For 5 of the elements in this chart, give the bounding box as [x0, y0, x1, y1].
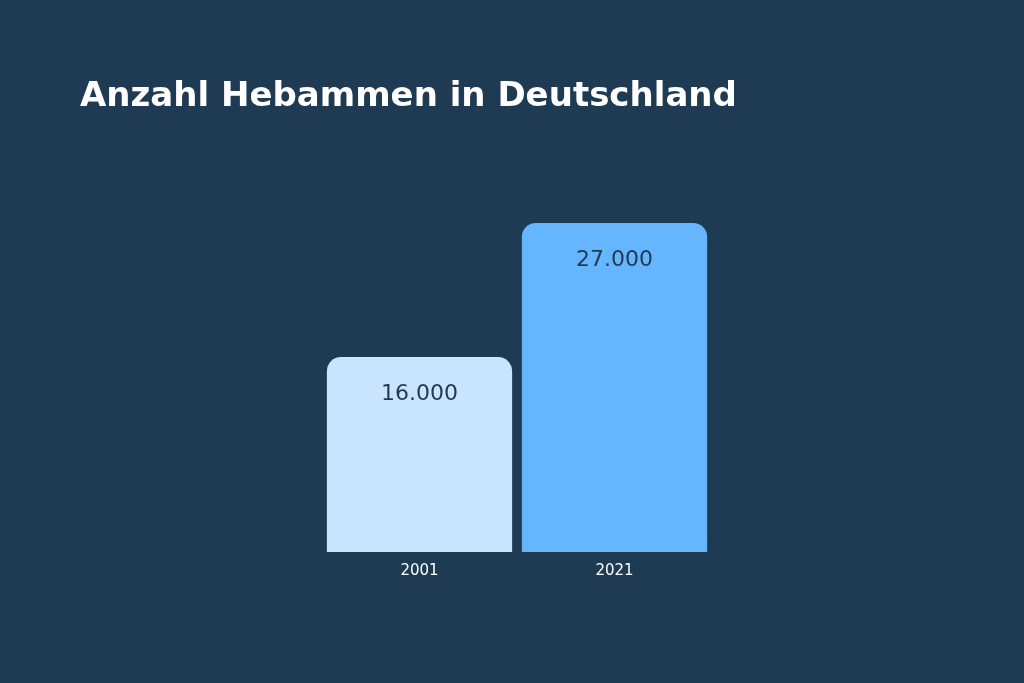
- data-label: 27.000: [576, 245, 653, 271]
- x-tick-label: 2021: [595, 560, 634, 579]
- data-label: 16.000: [381, 379, 458, 405]
- chart-title: Anzahl Hebammen in Deutschland: [80, 74, 737, 114]
- x-tick-label: 2001: [400, 560, 439, 579]
